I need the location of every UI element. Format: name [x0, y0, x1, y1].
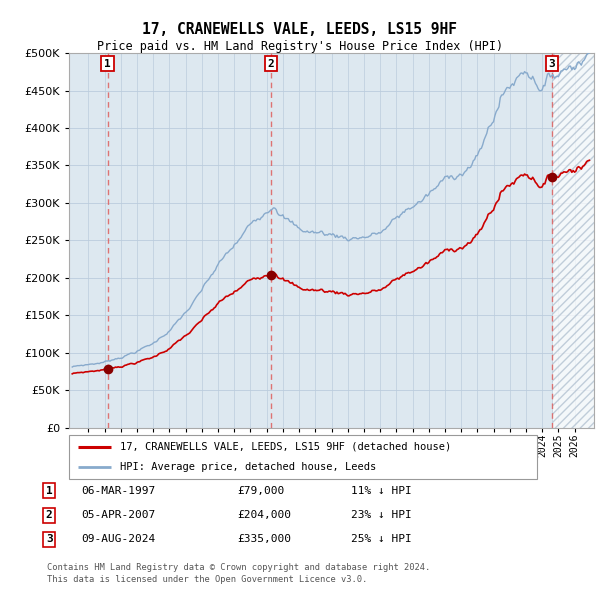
Text: 1: 1: [104, 59, 111, 68]
FancyBboxPatch shape: [69, 435, 537, 479]
Text: 3: 3: [46, 535, 53, 544]
Text: 3: 3: [548, 59, 555, 68]
Text: £79,000: £79,000: [237, 486, 284, 496]
Text: Price paid vs. HM Land Registry's House Price Index (HPI): Price paid vs. HM Land Registry's House …: [97, 40, 503, 53]
Text: 09-AUG-2024: 09-AUG-2024: [81, 535, 155, 544]
Text: 17, CRANEWELLS VALE, LEEDS, LS15 9HF: 17, CRANEWELLS VALE, LEEDS, LS15 9HF: [143, 22, 458, 37]
Text: 23% ↓ HPI: 23% ↓ HPI: [351, 510, 412, 520]
Text: 05-APR-2007: 05-APR-2007: [81, 510, 155, 520]
Text: This data is licensed under the Open Government Licence v3.0.: This data is licensed under the Open Gov…: [47, 575, 367, 584]
Text: £335,000: £335,000: [237, 535, 291, 544]
Text: £204,000: £204,000: [237, 510, 291, 520]
Text: 1: 1: [46, 486, 53, 496]
Text: Contains HM Land Registry data © Crown copyright and database right 2024.: Contains HM Land Registry data © Crown c…: [47, 563, 430, 572]
Text: 2: 2: [46, 510, 53, 520]
Text: 2: 2: [268, 59, 274, 68]
Text: 06-MAR-1997: 06-MAR-1997: [81, 486, 155, 496]
Text: HPI: Average price, detached house, Leeds: HPI: Average price, detached house, Leed…: [121, 462, 377, 472]
Text: 25% ↓ HPI: 25% ↓ HPI: [351, 535, 412, 544]
Text: 11% ↓ HPI: 11% ↓ HPI: [351, 486, 412, 496]
Bar: [552, 53, 594, 428]
Text: 17, CRANEWELLS VALE, LEEDS, LS15 9HF (detached house): 17, CRANEWELLS VALE, LEEDS, LS15 9HF (de…: [121, 442, 452, 452]
